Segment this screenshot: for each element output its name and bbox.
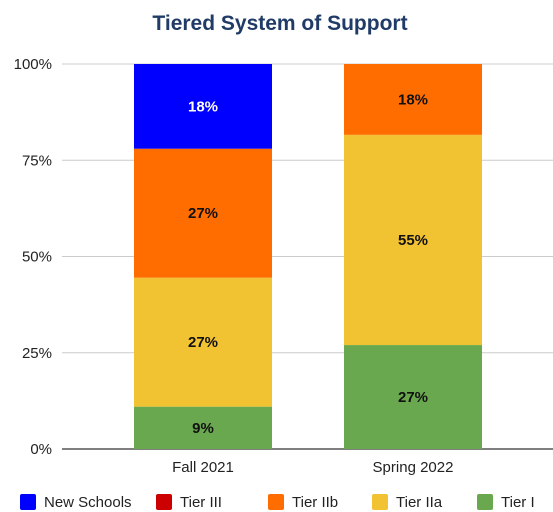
legend-label-new-schools: New Schools: [44, 494, 132, 511]
data-label-fall-2021-tier-i: 9%: [192, 420, 214, 437]
bar-fall-2021-tier-iib: [134, 148, 272, 278]
legend-item-new-schools: New Schools: [20, 494, 132, 511]
y-tick-label-100: 100%: [14, 56, 52, 73]
bars: [134, 64, 482, 449]
data-label-spring-2022-tier-iib: 18%: [398, 91, 428, 108]
legend-label-tier-iia: Tier IIa: [396, 494, 443, 511]
legend-swatch-tier-iib: [268, 494, 284, 510]
legend-label-tier-i: Tier I: [501, 494, 535, 511]
x-axis-categories: Fall 2021 Spring 2022: [172, 459, 453, 476]
bar-fall-2021-new-schools: [134, 64, 272, 149]
data-label-spring-2022-tier-i: 27%: [398, 389, 428, 406]
y-tick-label-25: 25%: [22, 345, 52, 362]
legend-item-tier-iia: Tier IIa: [372, 494, 443, 511]
y-tick-label-75: 75%: [22, 152, 52, 169]
data-label-fall-2021-tier-iib: 27%: [188, 205, 218, 222]
legend-item-tier-iii: Tier III: [156, 494, 222, 511]
bar-spring-2022-tier-iib: [344, 64, 482, 135]
legend-item-tier-iib: Tier IIb: [268, 494, 338, 511]
chart-title: Tiered System of Support: [152, 12, 407, 35]
legend-swatch-tier-iia: [372, 494, 388, 510]
x-category-label-spring-2022: Spring 2022: [373, 459, 454, 476]
legend-swatch-tier-i: [477, 494, 493, 510]
legend-item-tier-i: Tier I: [477, 494, 535, 511]
y-tick-label-0: 0%: [30, 441, 52, 458]
y-axis-ticks: 0% 25% 50% 75% 100%: [14, 56, 52, 458]
data-label-spring-2022-tier-iia: 55%: [398, 232, 428, 249]
x-category-label-fall-2021: Fall 2021: [172, 459, 234, 476]
legend-label-tier-iib: Tier IIb: [292, 494, 338, 511]
bar-spring-2022-tier-iia: [344, 134, 482, 346]
bar-fall-2021-tier-i: [134, 406, 272, 449]
bar-fall-2021-tier-iia: [134, 277, 272, 407]
bar-spring-2022-tier-i: [344, 345, 482, 449]
data-labels: 9% 27% 27% 18% 27% 55% 18%: [188, 91, 428, 436]
legend-swatch-new-schools: [20, 494, 36, 510]
data-label-fall-2021-tier-iia: 27%: [188, 334, 218, 351]
legend: New Schools Tier III Tier IIb Tier IIa Tier …: [20, 494, 535, 511]
legend-label-tier-iii: Tier III: [180, 494, 222, 511]
data-label-fall-2021-new-schools: 18%: [188, 98, 218, 115]
y-tick-label-50: 50%: [22, 249, 52, 266]
legend-swatch-tier-iii: [156, 494, 172, 510]
